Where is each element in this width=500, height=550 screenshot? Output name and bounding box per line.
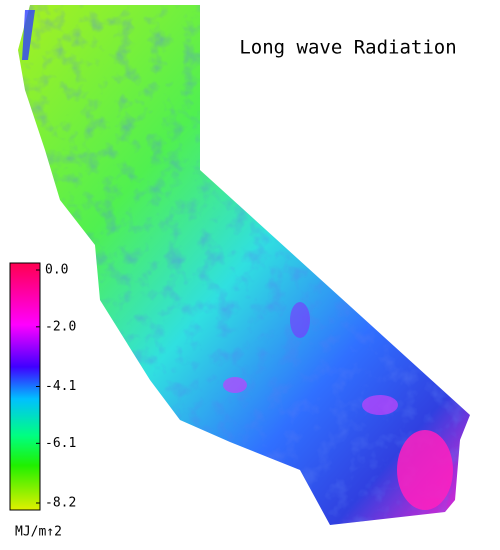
colorbar-unit: MJ/m↑2 (15, 525, 62, 540)
colorbar-tick-label: 0.0 (45, 263, 68, 278)
color-legend: MJ/m↑2 0.0 -2.0 -4.1 -6.1 -8.2 (9, 262, 76, 540)
colorbar (9, 262, 41, 511)
colorbar-tick-label: -8.2 (45, 496, 76, 511)
california-raster (18, 5, 470, 525)
map-title: Long wave Radiation (239, 37, 456, 59)
colorbar-tick-label: -4.1 (45, 379, 76, 394)
colorbar-tick-label: -2.0 (45, 319, 76, 334)
colorbar-tick-label: -6.1 (45, 436, 76, 451)
